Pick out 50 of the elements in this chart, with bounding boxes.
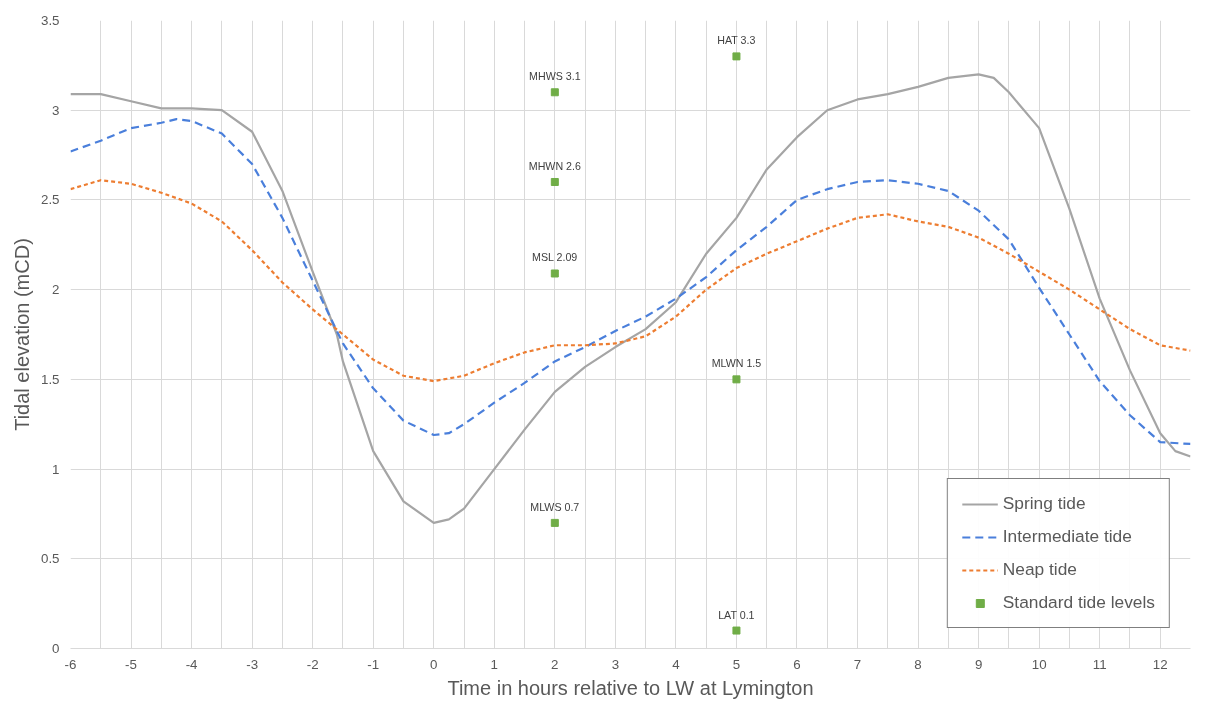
x-tick-label: 3 <box>611 656 620 672</box>
line-series <box>70 179 1191 383</box>
x-tick-label: 10 <box>1031 656 1047 672</box>
legend-label: Spring tide <box>1002 493 1086 514</box>
line-series <box>70 118 1191 446</box>
legend-label: Intermediate tide <box>1002 526 1132 547</box>
data-label: MLWN 1.5 <box>711 357 762 370</box>
point <box>732 626 741 635</box>
data-label: MHWS 3.1 <box>529 70 581 83</box>
x-tick-label: 12 <box>1152 656 1168 672</box>
point <box>732 52 741 61</box>
data-label: MLWS 0.7 <box>530 500 580 513</box>
data-label: LAT 0.1 <box>718 608 755 621</box>
data-label: HAT 3.3 <box>717 34 756 47</box>
x-axis-title: Time in hours relative to LW at Lymington <box>447 676 814 699</box>
y-tick-label: 3 <box>52 102 60 118</box>
y-tick-label: 2 <box>52 282 60 298</box>
x-tick-label: 1 <box>490 656 498 672</box>
x-tick-label: 11 <box>1092 656 1107 672</box>
legend-label: Neap tide <box>1002 559 1077 580</box>
y-tick-label: 0.5 <box>40 551 60 567</box>
point <box>550 177 559 186</box>
x-tick-label: -3 <box>246 656 259 672</box>
data-label: MSL 2.09 <box>532 251 578 264</box>
point <box>732 375 741 384</box>
point <box>550 518 559 527</box>
point <box>550 88 559 97</box>
x-tick-label: -6 <box>64 656 77 672</box>
x-tick-label: -2 <box>306 656 319 672</box>
point <box>550 269 559 278</box>
x-tick-label: 6 <box>793 656 801 672</box>
x-tick-label: -5 <box>125 656 137 672</box>
x-tick-label: 9 <box>974 656 983 672</box>
y-tick-label: 2.5 <box>40 192 60 208</box>
x-tick-label: 7 <box>853 656 862 672</box>
x-tick-label: 2 <box>551 656 559 672</box>
x-tick-label: -1 <box>367 656 380 672</box>
x-tick-label: 0 <box>430 656 438 672</box>
x-tick-label: 4 <box>672 656 681 672</box>
x-tick-label: 5 <box>732 656 741 672</box>
y-tick-label: 0 <box>52 641 60 656</box>
y-axis-title: Tidal elevation (mCD) <box>10 238 33 431</box>
line-series <box>70 73 1191 524</box>
y-tick-label: 3.5 <box>40 13 60 28</box>
x-tick-label: 8 <box>914 656 922 672</box>
legend-label: Standard tide levels <box>1002 592 1155 613</box>
data-label: MHWN 2.6 <box>528 159 581 172</box>
y-tick-label: 1.5 <box>40 371 60 387</box>
x-tick-label: -4 <box>185 656 199 672</box>
y-tick-label: 1 <box>52 461 60 477</box>
